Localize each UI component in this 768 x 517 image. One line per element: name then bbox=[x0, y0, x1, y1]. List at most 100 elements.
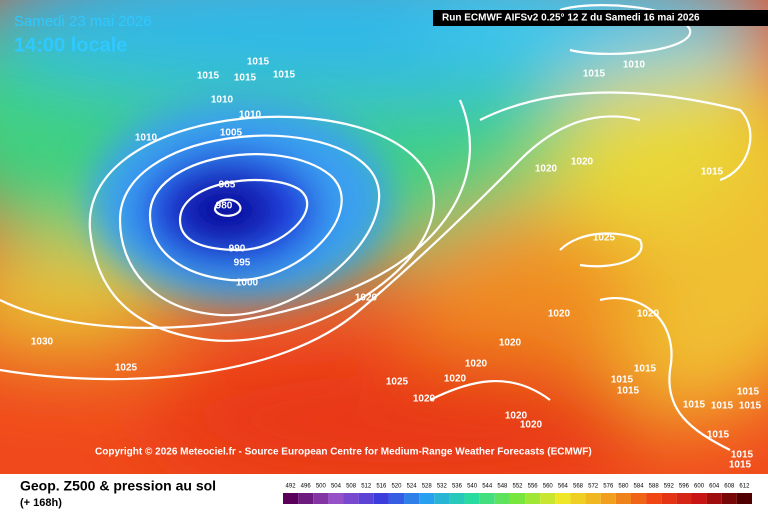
isobars bbox=[0, 4, 752, 451]
colorbar-label: 492 bbox=[286, 484, 297, 490]
isobar-label: 1015 bbox=[701, 167, 724, 178]
colorbar-swatch bbox=[388, 493, 405, 504]
colorbar-swatch bbox=[328, 493, 344, 504]
colorbar-label: 536 bbox=[452, 484, 463, 490]
colorbar-label: 612 bbox=[739, 484, 750, 490]
copyright: Copyright © 2026 Meteociel.fr - Source E… bbox=[95, 447, 592, 458]
colorbar-label: 608 bbox=[724, 484, 735, 490]
isobar-label: 1020 bbox=[548, 309, 571, 320]
colorbar-label: 580 bbox=[618, 484, 629, 490]
isobar-label: 1010 bbox=[623, 60, 646, 71]
isobar-label: 1015 bbox=[583, 69, 606, 80]
isobar-label: 1005 bbox=[220, 128, 243, 139]
colorbar-label: 512 bbox=[361, 484, 372, 490]
colorbar-swatch bbox=[661, 493, 677, 504]
colorbar-label: 500 bbox=[316, 484, 327, 490]
colorbar-label: 564 bbox=[558, 484, 569, 490]
colorbar-swatch bbox=[585, 493, 601, 504]
isobar-label: 1015 bbox=[247, 57, 270, 68]
isobar-label: 1020 bbox=[499, 338, 522, 349]
colorbar-swatch bbox=[419, 493, 435, 504]
colorbar-swatch bbox=[691, 493, 707, 504]
isobar-label: 1020 bbox=[413, 394, 436, 405]
colorbar-label: 528 bbox=[422, 484, 433, 490]
colorbar-label: 600 bbox=[694, 484, 705, 490]
colorbar-swatch bbox=[736, 493, 752, 504]
colorbar-swatch bbox=[676, 493, 692, 504]
isobar-label: 1015 bbox=[617, 386, 640, 397]
colorbar-swatch bbox=[434, 493, 450, 504]
field bbox=[0, 0, 768, 490]
colorbar-swatch bbox=[615, 493, 631, 504]
footer-title: Geop. Z500 & pression au sol bbox=[20, 478, 216, 494]
isobar-label: 1030 bbox=[31, 337, 54, 348]
isobar-label: 985 bbox=[219, 180, 236, 191]
colorbar-swatch bbox=[298, 493, 314, 504]
colorbar-swatch bbox=[570, 493, 586, 504]
isobar-label: 1015 bbox=[731, 450, 754, 461]
run-info: Run ECMWF AIFSv2 0.25° 12 Z du Samedi 16… bbox=[442, 13, 700, 24]
isobar-label: 995 bbox=[234, 258, 251, 269]
colorbar-label: 544 bbox=[482, 484, 493, 490]
isobar-label: 1025 bbox=[115, 363, 138, 374]
colorbar-label: 524 bbox=[407, 484, 418, 490]
colorbar-label: 548 bbox=[497, 484, 508, 490]
date: Samedi 23 mai 2026 bbox=[14, 13, 152, 30]
time: 14:00 locale bbox=[14, 34, 127, 56]
colorbar-swatch bbox=[313, 493, 329, 504]
colorbar-swatch bbox=[343, 493, 359, 504]
isobar-label: 1015 bbox=[611, 375, 634, 386]
colorbar-label: 596 bbox=[679, 484, 690, 490]
colorbar-label: 576 bbox=[603, 484, 614, 490]
colorbar-swatch bbox=[706, 493, 722, 504]
isobar-label: 1015 bbox=[197, 71, 220, 82]
isobar-label: 1015 bbox=[739, 401, 762, 412]
colorbar-label: 568 bbox=[573, 484, 584, 490]
isobar-label: 1010 bbox=[135, 133, 158, 144]
isobar-label: 1015 bbox=[683, 400, 706, 411]
colorbar-label: 496 bbox=[301, 484, 312, 490]
colorbar-swatch bbox=[540, 493, 556, 504]
isobar-label: 1015 bbox=[711, 401, 734, 412]
colorbar: 492 496 500 504 508 512 516 520 524 528 532 536 540 5… bbox=[283, 484, 752, 504]
isobar-label: 1000 bbox=[236, 278, 259, 289]
isobar-label: 980 bbox=[216, 201, 233, 212]
footer-lead: (+ 168h) bbox=[20, 497, 62, 509]
colorbar-swatch bbox=[449, 493, 465, 504]
isobar-label: 1015 bbox=[737, 387, 760, 398]
colorbar-swatch bbox=[373, 493, 389, 504]
colorbar-swatch bbox=[283, 493, 299, 504]
colorbar-label: 508 bbox=[346, 484, 357, 490]
isobar-label: 1015 bbox=[273, 70, 296, 81]
isobar-label: 1020 bbox=[465, 359, 488, 370]
isobar-label: 1020 bbox=[505, 411, 528, 422]
colorbar-label: 520 bbox=[391, 484, 402, 490]
isobar-label: 1020 bbox=[355, 293, 378, 304]
colorbar-label: 560 bbox=[543, 484, 554, 490]
colorbar-swatch bbox=[479, 493, 495, 504]
colorbar-label: 588 bbox=[649, 484, 660, 490]
colorbar-label: 592 bbox=[664, 484, 675, 490]
isobar-label: 1020 bbox=[444, 374, 467, 385]
colorbar-label: 540 bbox=[467, 484, 478, 490]
colorbar-label: 516 bbox=[376, 484, 387, 490]
run-box bbox=[433, 10, 768, 26]
colorbar-label: 584 bbox=[634, 484, 645, 490]
colorbar-label: 504 bbox=[331, 484, 342, 490]
colorbar-swatch bbox=[525, 493, 541, 504]
colorbar-swatch bbox=[464, 493, 480, 504]
colorbar-swatch bbox=[600, 493, 616, 504]
colorbar-swatch bbox=[494, 493, 510, 504]
isobar-label: 1015 bbox=[729, 460, 752, 471]
colorbar-label: 556 bbox=[528, 484, 539, 490]
isobar-label: 1020 bbox=[520, 420, 543, 431]
colorbar-swatch bbox=[721, 493, 737, 504]
colorbar-swatch bbox=[555, 493, 571, 504]
isobar-label: 1015 bbox=[234, 73, 257, 84]
isobar-label: 1010 bbox=[239, 110, 262, 121]
isobar-label: 1010 bbox=[211, 95, 234, 106]
isobar-label: 1025 bbox=[386, 377, 409, 388]
isobar-label: 1025 bbox=[593, 233, 616, 244]
colorbar-label: 572 bbox=[588, 484, 599, 490]
